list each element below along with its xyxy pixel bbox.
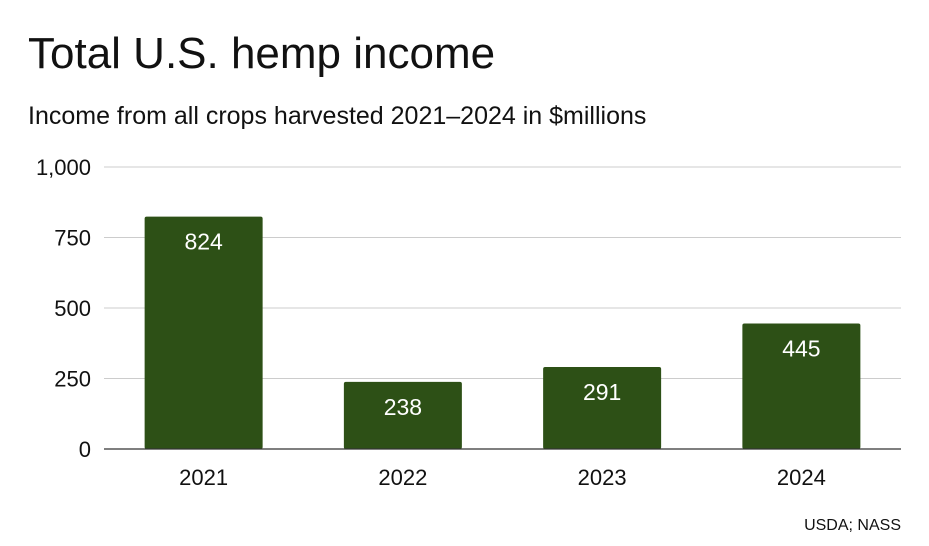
y-tick-label: 1,000: [36, 155, 91, 180]
bar-value-label: 291: [583, 379, 621, 405]
chart-title: Total U.S. hemp income: [28, 29, 496, 78]
bar-2023: [543, 366, 662, 449]
y-tick-label: 500: [54, 296, 91, 321]
x-tick-label: 2023: [578, 465, 627, 490]
x-tick-label: 2024: [777, 465, 826, 490]
y-tick-label: 750: [54, 226, 91, 251]
bar-value-label: 824: [184, 229, 223, 255]
y-axis-tick-labels: 0 250 500 750 1,000: [36, 155, 91, 462]
bar-2022: [343, 381, 462, 449]
source-note: USDA; NASS: [804, 517, 901, 534]
x-tick-label: 2022: [378, 465, 427, 490]
y-tick-label: 250: [54, 367, 91, 392]
bar-value-label: 445: [782, 336, 820, 362]
bars: 824 238 291 445: [144, 216, 861, 449]
bar-value-label: 238: [384, 394, 422, 420]
x-axis-tick-labels: 2021 2022 2023 2024: [179, 465, 826, 490]
bar-2021: [144, 216, 263, 449]
chart-subtitle: Income from all crops harvested 2021–202…: [28, 102, 647, 130]
y-tick-label: 0: [79, 437, 91, 462]
bar-2024: [742, 323, 861, 449]
x-tick-label: 2021: [179, 465, 228, 490]
